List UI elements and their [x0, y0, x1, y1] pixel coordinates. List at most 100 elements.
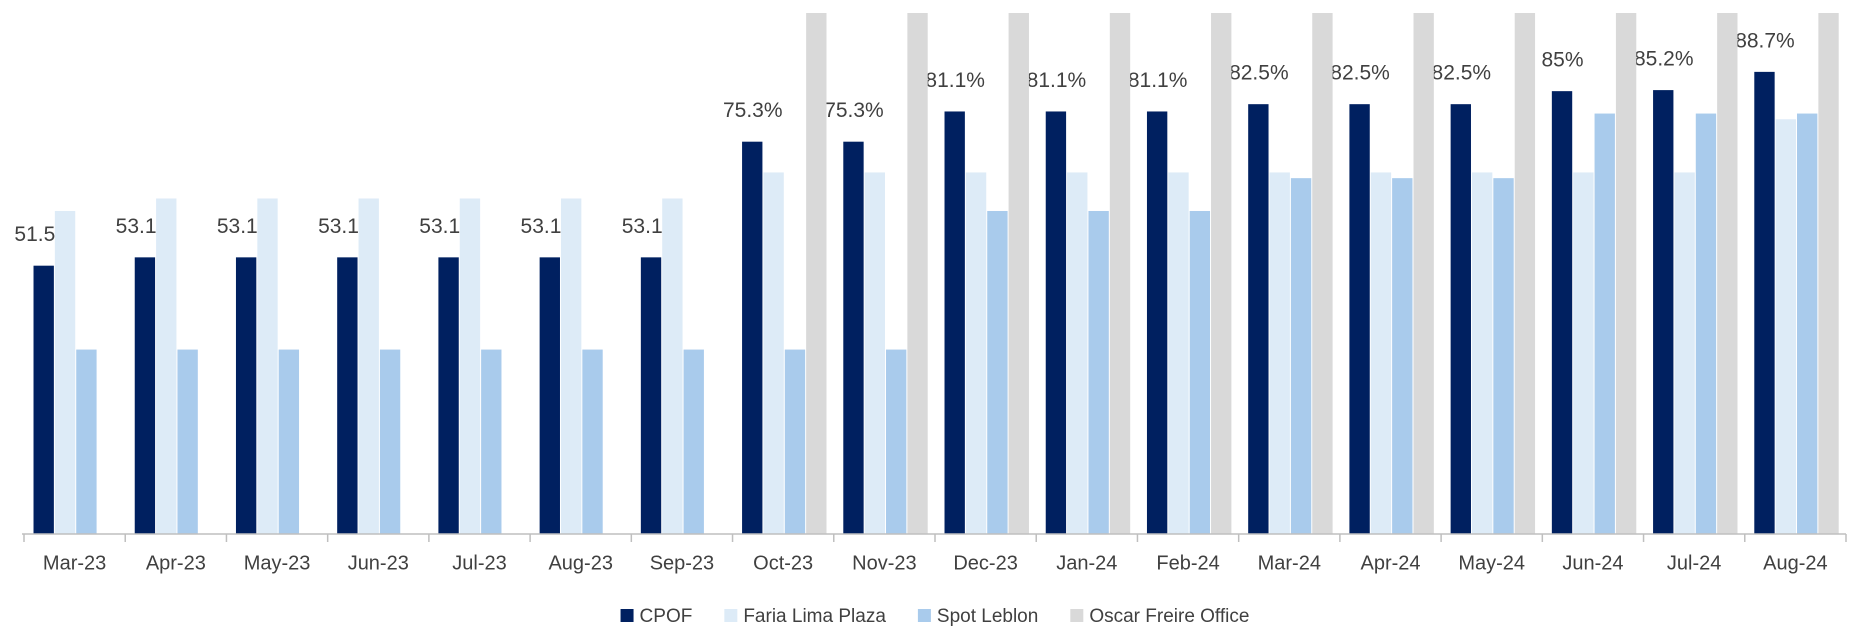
- bar: [1269, 172, 1290, 534]
- bar: [1797, 113, 1818, 534]
- bar: [1573, 172, 1594, 534]
- x-tick-label: Jun-23: [348, 552, 409, 574]
- bar: [1695, 113, 1717, 534]
- bar: [337, 257, 358, 534]
- bar: [784, 349, 806, 534]
- x-tick-label: Mar-23: [43, 552, 106, 574]
- bar: [1594, 113, 1615, 534]
- bar: [763, 172, 784, 534]
- bar: [358, 198, 379, 534]
- data-label: 85%: [1542, 49, 1584, 72]
- bar: [1653, 90, 1674, 534]
- bar: [33, 265, 54, 534]
- bar: [438, 257, 459, 534]
- x-tick-label: Apr-23: [146, 552, 206, 574]
- legend-swatch: [917, 609, 931, 622]
- legend-label: Faria Lima Plaza: [743, 606, 886, 627]
- bar: [886, 349, 907, 534]
- bar: [1615, 13, 1637, 534]
- legend-swatch: [620, 609, 634, 622]
- bar: [1045, 111, 1067, 535]
- bar: [1211, 13, 1232, 534]
- bar: [1674, 172, 1695, 534]
- bar: [1109, 13, 1131, 534]
- bar: [54, 210, 76, 535]
- bar: [1754, 71, 1775, 535]
- x-tick-label: Feb-24: [1156, 552, 1219, 574]
- bar: [1413, 13, 1434, 534]
- data-label: 81.1%: [925, 69, 985, 92]
- data-label: 88.7%: [1735, 29, 1795, 52]
- bar: [1312, 13, 1333, 534]
- bar: [864, 172, 886, 534]
- bar: [1775, 119, 1797, 534]
- bar: [1514, 13, 1536, 534]
- bar: [379, 349, 401, 534]
- x-tick-label: Aug-24: [1763, 552, 1828, 574]
- bar: [1088, 210, 1109, 535]
- bar: [1717, 13, 1738, 534]
- legend-swatch: [1070, 609, 1084, 622]
- data-label: 75.3%: [824, 99, 884, 122]
- bar: [1008, 13, 1029, 534]
- x-tick-label: Jan-24: [1056, 552, 1117, 574]
- x-tick-label: Jul-23: [452, 552, 506, 574]
- legend-label: Oscar Freire Office: [1089, 606, 1249, 627]
- bar: [1067, 172, 1088, 534]
- bar: [965, 172, 987, 534]
- bar: [662, 198, 683, 534]
- bar: [560, 198, 582, 534]
- x-tick-label: Nov-23: [852, 552, 916, 574]
- bar: [459, 198, 481, 534]
- bar: [1493, 178, 1514, 535]
- data-label: 82.5%: [1330, 62, 1390, 85]
- bar: [806, 13, 827, 534]
- bar: [944, 111, 965, 535]
- x-tick-label: Oct-23: [753, 552, 813, 574]
- bar: [1392, 178, 1413, 535]
- bar: [582, 349, 603, 534]
- data-label: 75.3%: [723, 99, 783, 122]
- legend-swatch: [724, 609, 738, 622]
- bar: [156, 198, 177, 534]
- x-tick-label: Sep-23: [650, 552, 715, 574]
- bar: [1248, 104, 1269, 535]
- x-tick-label: May-23: [244, 552, 311, 574]
- data-label: 81.1%: [1027, 69, 1087, 92]
- data-label: 85.2%: [1634, 48, 1694, 71]
- legend-label: CPOF: [640, 606, 693, 627]
- bar: [76, 349, 97, 534]
- bar: [134, 257, 156, 534]
- legend-label: Spot Leblon: [937, 606, 1038, 627]
- bar: [683, 349, 704, 534]
- x-tick-label: Dec-23: [953, 552, 1017, 574]
- x-tick-label: May-24: [1458, 552, 1525, 574]
- bar: [640, 257, 662, 534]
- bar: [1551, 91, 1573, 535]
- bar: [1290, 178, 1312, 535]
- bar: [1370, 172, 1392, 534]
- bar: [1146, 111, 1168, 535]
- bar: [1189, 210, 1211, 535]
- x-tick-label: Mar-24: [1258, 552, 1321, 574]
- bar: [235, 257, 257, 534]
- bar: [177, 349, 198, 534]
- bar: [278, 349, 300, 534]
- bar: [1450, 104, 1471, 535]
- bar: [843, 141, 864, 534]
- bar: [257, 198, 278, 534]
- bar: [907, 13, 928, 534]
- bar: [1349, 104, 1370, 535]
- x-tick-label: Aug-23: [548, 552, 613, 574]
- data-label: 81.1%: [1128, 69, 1188, 92]
- x-tick-label: Jun-24: [1562, 552, 1623, 574]
- bar: [1818, 13, 1839, 534]
- bar: [742, 141, 763, 534]
- bar: [1168, 172, 1189, 534]
- x-tick-label: Jul-24: [1667, 552, 1721, 574]
- data-label: 82.5%: [1432, 62, 1492, 85]
- bar: [987, 210, 1008, 535]
- x-tick-label: Apr-24: [1360, 552, 1420, 574]
- data-label: 82.5%: [1229, 62, 1289, 85]
